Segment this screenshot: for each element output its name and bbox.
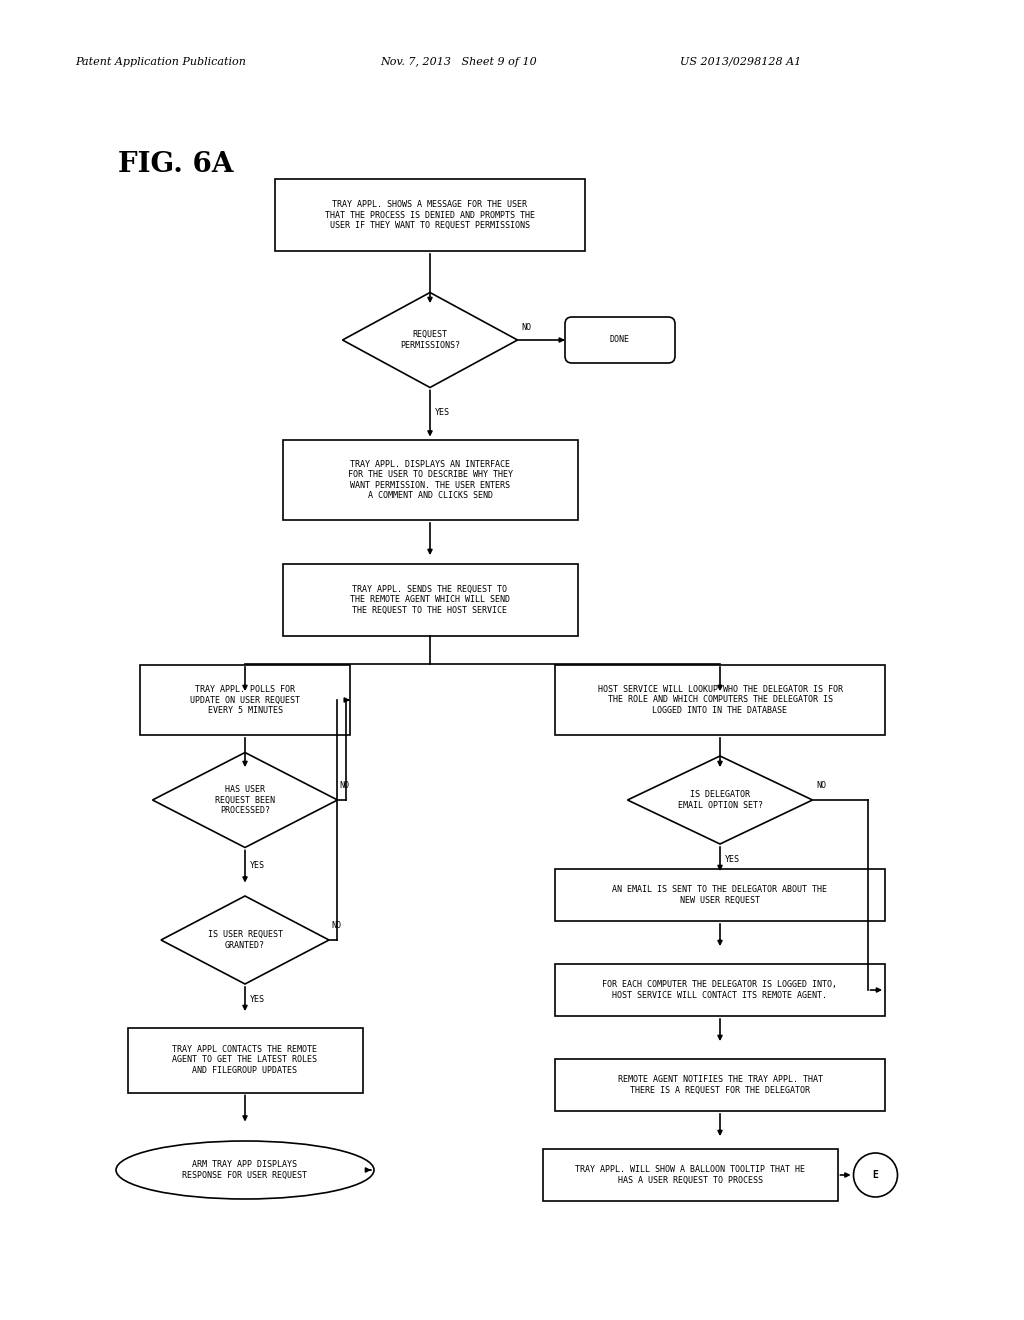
Text: TRAY APPL. WILL SHOW A BALLOON TOOLTIP THAT HE
HAS A USER REQUEST TO PROCESS: TRAY APPL. WILL SHOW A BALLOON TOOLTIP T… xyxy=(575,1166,805,1185)
Text: Nov. 7, 2013   Sheet 9 of 10: Nov. 7, 2013 Sheet 9 of 10 xyxy=(380,57,537,67)
Text: IS USER REQUEST
GRANTED?: IS USER REQUEST GRANTED? xyxy=(208,931,283,949)
Bar xyxy=(555,964,885,1016)
Text: FOR EACH COMPUTER THE DELEGATOR IS LOGGED INTO,
HOST SERVICE WILL CONTACT ITS RE: FOR EACH COMPUTER THE DELEGATOR IS LOGGE… xyxy=(602,981,838,999)
Bar xyxy=(555,869,885,921)
Text: HAS USER
REQUEST BEEN
PROCESSED?: HAS USER REQUEST BEEN PROCESSED? xyxy=(215,785,275,814)
Text: NO: NO xyxy=(340,781,349,791)
Text: YES: YES xyxy=(250,861,265,870)
Text: NO: NO xyxy=(816,781,826,791)
Bar xyxy=(555,665,885,735)
Text: DONE: DONE xyxy=(610,335,630,345)
Text: ARM TRAY APP DISPLAYS
RESPONSE FOR USER REQUEST: ARM TRAY APP DISPLAYS RESPONSE FOR USER … xyxy=(182,1160,307,1180)
Bar xyxy=(283,564,578,636)
Text: IS DELEGATOR
EMAIL OPTION SET?: IS DELEGATOR EMAIL OPTION SET? xyxy=(678,791,763,809)
Text: TRAY APPL. SENDS THE REQUEST TO
THE REMOTE AGENT WHICH WILL SEND
THE REQUEST TO : TRAY APPL. SENDS THE REQUEST TO THE REMO… xyxy=(350,585,510,615)
Text: TRAY APPL. DISPLAYS AN INTERFACE
FOR THE USER TO DESCRIBE WHY THEY
WANT PERMISSI: TRAY APPL. DISPLAYS AN INTERFACE FOR THE… xyxy=(347,459,512,500)
Text: REMOTE AGENT NOTIFIES THE TRAY APPL. THAT
THERE IS A REQUEST FOR THE DELEGATOR: REMOTE AGENT NOTIFIES THE TRAY APPL. THA… xyxy=(617,1076,822,1094)
Text: REQUEST
PERMISSIONS?: REQUEST PERMISSIONS? xyxy=(400,330,460,350)
Text: US 2013/0298128 A1: US 2013/0298128 A1 xyxy=(680,57,801,67)
Text: E: E xyxy=(872,1170,879,1180)
Bar xyxy=(275,180,585,251)
Text: TRAY APPL. POLLS FOR
UPDATE ON USER REQUEST
EVERY 5 MINUTES: TRAY APPL. POLLS FOR UPDATE ON USER REQU… xyxy=(190,685,300,715)
Text: FIG. 6A: FIG. 6A xyxy=(118,152,233,178)
Bar xyxy=(555,1059,885,1111)
Text: TRAY APPL. SHOWS A MESSAGE FOR THE USER
THAT THE PROCESS IS DENIED AND PROMPTS T: TRAY APPL. SHOWS A MESSAGE FOR THE USER … xyxy=(325,201,535,230)
Text: HOST SERVICE WILL LOOKUP WHO THE DELEGATOR IS FOR
THE ROLE AND WHICH COMPUTERS T: HOST SERVICE WILL LOOKUP WHO THE DELEGAT… xyxy=(597,685,843,715)
Text: YES: YES xyxy=(250,994,265,1003)
Text: TRAY APPL CONTACTS THE REMOTE
AGENT TO GET THE LATEST ROLES
AND FILEGROUP UPDATE: TRAY APPL CONTACTS THE REMOTE AGENT TO G… xyxy=(172,1045,317,1074)
Bar xyxy=(543,1148,838,1201)
Bar xyxy=(128,1027,362,1093)
Bar xyxy=(140,665,350,735)
Text: Patent Application Publication: Patent Application Publication xyxy=(75,57,246,67)
Text: AN EMAIL IS SENT TO THE DELEGATOR ABOUT THE
NEW USER REQUEST: AN EMAIL IS SENT TO THE DELEGATOR ABOUT … xyxy=(612,886,827,904)
Text: YES: YES xyxy=(435,408,450,417)
Bar xyxy=(283,440,578,520)
Text: NO: NO xyxy=(331,921,341,931)
Text: YES: YES xyxy=(725,854,740,863)
Text: NO: NO xyxy=(521,323,531,333)
